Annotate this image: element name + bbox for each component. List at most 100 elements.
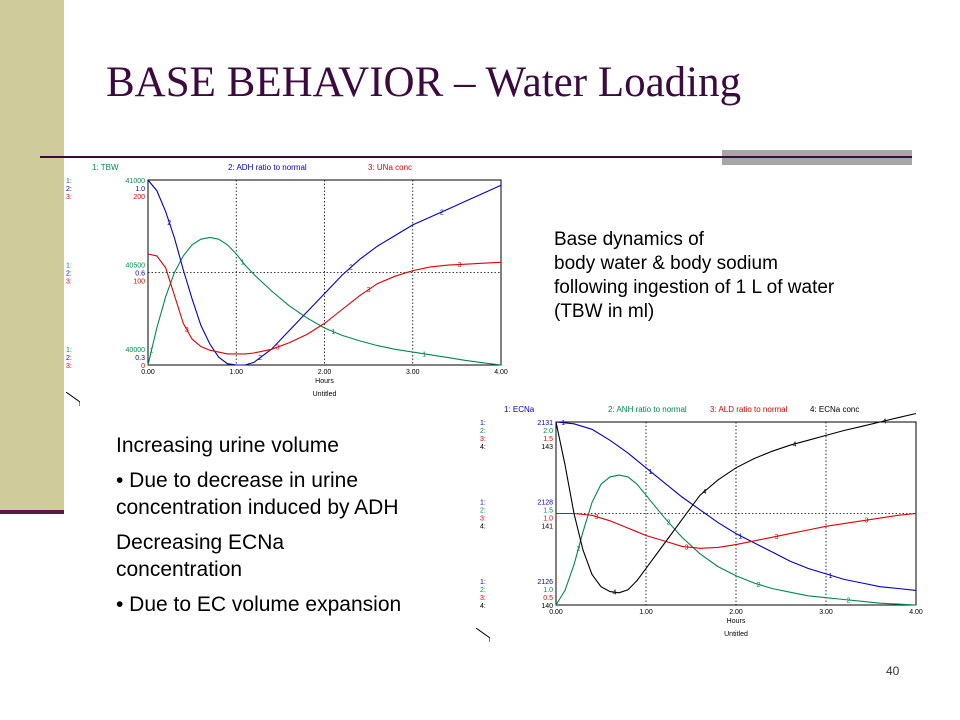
- water-loading-chart: 1: TBW 2: ADH ratio to normal 3: UNa conc 1…: [66, 163, 508, 398]
- axis-row-label: 2:: [66, 271, 72, 278]
- axis-tick-label: 0.6: [135, 271, 145, 278]
- legend-entry: 3: UNa conc: [368, 163, 412, 172]
- axis-tick-label: 40000: [126, 347, 146, 354]
- x-tick-label: 3.00: [406, 369, 420, 376]
- series-marker-3: 3: [458, 262, 462, 269]
- notes-block: Increasing urine volume • Due to decreas…: [116, 432, 401, 626]
- x-tick-label: 2.00: [729, 609, 743, 616]
- axis-row-label: 2:: [66, 355, 72, 362]
- series-marker-1: 1: [150, 348, 154, 355]
- axis-row-label: 1:: [480, 420, 486, 427]
- series-marker-3: 3: [595, 514, 599, 521]
- caption-line: Base dynamics of: [554, 229, 704, 250]
- axis-tick-label: 143: [541, 444, 553, 451]
- axis-tick-label: 141: [541, 524, 553, 531]
- series-marker-3: 3: [865, 518, 869, 525]
- note-bullet: • Due to decrease in urine concentration …: [116, 467, 401, 521]
- x-tick-label: 3.00: [819, 609, 833, 616]
- x-axis-title: Hours: [315, 378, 334, 385]
- axis-row-label: 3:: [66, 363, 72, 370]
- axis-tick-label: 1.5: [543, 436, 553, 443]
- axis-tick-label: 40500: [126, 263, 146, 270]
- x-tick-label: 0.00: [141, 369, 155, 376]
- sodium-chart-container: 1: ECNa 2: ANH ratio to normal 3: ALD rati…: [478, 402, 928, 652]
- legend-entry: 4: ECNa conc: [810, 405, 859, 414]
- note-heading: Decreasing ECNa concentration: [116, 529, 401, 583]
- caption-line: body water & body sodium: [554, 253, 778, 274]
- series-line-3: [147, 253, 502, 355]
- note-heading: Increasing urine volume: [116, 434, 339, 457]
- axis-tick-label: 100: [133, 279, 145, 286]
- accent-band: [0, 0, 64, 512]
- series-marker-1: 1: [422, 351, 426, 358]
- axis-tick-label: 1.5: [543, 508, 553, 515]
- axis-row-label: 3:: [66, 279, 72, 286]
- series-marker-4: 4: [793, 441, 797, 448]
- axis-tick-label: 140: [541, 603, 553, 610]
- axis-tick-label: 2126: [537, 579, 553, 586]
- note-bullet-line: concentration induced by ADH: [116, 496, 399, 519]
- series-marker-1: 1: [331, 329, 335, 336]
- axis-row-label: 2:: [66, 186, 72, 193]
- series-marker-3: 3: [185, 327, 189, 334]
- corner-mark-icon: [476, 628, 490, 642]
- chart-footer: Untitled: [313, 391, 337, 398]
- water-chart-container: 1: TBW 2: ADH ratio to normal 3: UNa conc 1…: [64, 160, 514, 410]
- series-marker-2: 2: [349, 265, 353, 272]
- series-marker-2: 2: [440, 209, 444, 216]
- note-heading-line: Decreasing ECNa: [116, 531, 285, 554]
- legend-entry: 1: ECNa: [504, 405, 535, 414]
- series-marker-4: 4: [613, 590, 617, 597]
- note-heading-line: concentration: [116, 558, 243, 581]
- series-marker-1: 1: [561, 420, 565, 427]
- series-marker-4: 4: [703, 489, 707, 496]
- axis-tick-label: 0.3: [135, 355, 145, 362]
- axis-row-label: 4:: [480, 603, 486, 610]
- x-tick-label: 1.00: [229, 369, 243, 376]
- axis-row-label: 3:: [480, 436, 486, 443]
- axis-row-label: 3:: [480, 516, 486, 523]
- series-marker-2: 2: [258, 355, 262, 362]
- axis-row-label: 1:: [480, 579, 486, 586]
- axis-tick-label: 2.0: [543, 428, 553, 435]
- axis-row-label: 1:: [66, 178, 72, 185]
- note-bullet-line: • Due to decrease in urine: [116, 469, 358, 492]
- series-marker-4: 4: [883, 418, 887, 425]
- series-marker-2: 2: [167, 220, 171, 227]
- series-marker-2: 2: [667, 520, 671, 527]
- axis-row-label: 2:: [480, 508, 486, 515]
- axis-tick-label: 1.0: [543, 587, 553, 594]
- accent-band-edge: [0, 510, 64, 514]
- axis-tick-label: 200: [133, 194, 145, 201]
- axis-row-label: 1:: [480, 500, 486, 507]
- legend-entry: 1: TBW: [92, 163, 119, 172]
- corner-mark-icon: [66, 392, 80, 406]
- series-line-1: [147, 236, 502, 366]
- series-line-4: [555, 412, 917, 594]
- x-tick-label: 4.00: [494, 369, 508, 376]
- series-marker-3: 3: [276, 345, 280, 352]
- legend-entry: 2: ADH ratio to normal: [228, 163, 307, 172]
- series-marker-1: 1: [240, 259, 244, 266]
- series-line-3: [556, 512, 917, 549]
- x-tick-label: 0.00: [549, 609, 563, 616]
- chart-footer: Untitled: [724, 631, 748, 638]
- axis-tick-label: 0.5: [543, 595, 553, 602]
- note-bullet: • Due to EC volume expansion: [116, 593, 402, 616]
- axis-row-label: 4:: [480, 444, 486, 451]
- series-marker-1: 1: [829, 573, 833, 580]
- chart-caption: Base dynamics of body water & body sodiu…: [554, 228, 834, 324]
- sodium-loading-chart: 1: ECNa 2: ANH ratio to normal 3: ALD rati…: [480, 405, 923, 638]
- caption-line: following ingestion of 1 L of water: [554, 277, 835, 298]
- title-rule: [40, 156, 912, 158]
- legend-entry: 2: ANH ratio to normal: [608, 405, 687, 414]
- axis-tick-label: 2131: [537, 420, 553, 427]
- series-marker-3: 3: [775, 534, 779, 541]
- page-number: 40: [886, 664, 900, 678]
- axis-row-label: 1:: [66, 347, 72, 354]
- x-tick-label: 1.00: [639, 609, 653, 616]
- legend-entry: 3: ALD ratio to normal: [710, 405, 788, 414]
- axis-row-label: 4:: [480, 524, 486, 531]
- series-marker-2: 2: [577, 546, 581, 553]
- x-axis-title: Hours: [727, 618, 746, 625]
